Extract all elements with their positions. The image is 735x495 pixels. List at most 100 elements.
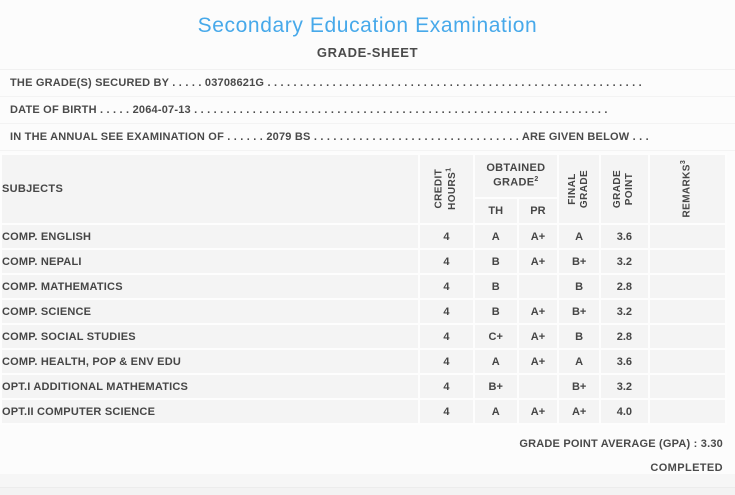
credit-hours-cell: 4 [420, 400, 473, 423]
subject-cell: COMP. SOCIAL STUDIES [2, 325, 419, 348]
final-grade-cell: A+ [559, 400, 600, 423]
grade-point-cell: 3.2 [601, 250, 648, 273]
th-grade-cell: A [474, 350, 517, 373]
remarks-cell [649, 275, 725, 298]
header-th: TH [474, 199, 517, 223]
th-grade-cell: B [474, 300, 517, 323]
credit-hours-line2: HOURS [447, 172, 459, 211]
info-suffix: ARE GIVEN BELOW . . . [521, 131, 649, 143]
th-grade-cell: B [474, 275, 517, 298]
grade-point-cell: 2.8 [601, 325, 648, 348]
grade-point-cell: 3.6 [601, 350, 648, 373]
final-grade-rotated-label: FINAL GRADE [567, 170, 591, 208]
grade-point-cell: 4.0 [601, 400, 648, 423]
candidate-info: THE GRADE(S) SECURED BY . . . . . 037086… [0, 69, 735, 151]
symbol-number-value: 03708621G [204, 77, 265, 89]
final-grade-line2: GRADE [579, 169, 591, 209]
credit-hours-footnote: 1 [445, 167, 453, 173]
remarks-cell [649, 250, 725, 273]
subject-cell: COMP. NEPALI [2, 250, 419, 273]
dotted-fill: . . . . . . . . . . . . . . . . . . . . … [194, 104, 608, 116]
final-grade-cell: B [559, 325, 600, 348]
th-grade-cell: B+ [474, 375, 517, 398]
final-grade-cell: B+ [559, 300, 600, 323]
header-final-grade: FINAL GRADE [559, 155, 600, 223]
remarks-cell [649, 350, 725, 373]
credit-hours-cell: 4 [420, 350, 473, 373]
subject-cell: COMP. SCIENCE [2, 300, 419, 323]
table-row: COMP. NEPALI 4 B A+ B+ 3.2 [2, 250, 725, 273]
pr-grade-cell: A+ [518, 400, 558, 423]
th-grade-cell: A [474, 225, 517, 248]
table-header-row: SUBJECTS CREDIT HOURS1 OBTAINED GRADE2 F… [2, 155, 725, 223]
dotted-fill: . . . . . [172, 77, 202, 89]
subject-cell: COMP. ENGLISH [2, 225, 419, 248]
gpa-value: 3.30 [700, 438, 723, 450]
page-subtitle: GRADE-SHEET [316, 45, 419, 60]
credit-hours-cell: 4 [420, 250, 473, 273]
table-subheader-row: TH PR [2, 199, 725, 223]
pr-grade-cell [518, 275, 558, 298]
table-row: OPT.I ADDITIONAL MATHEMATICS 4 B+ B+ 3.2 [2, 375, 725, 398]
subject-cell: COMP. MATHEMATICS [2, 275, 419, 298]
credit-hours-cell: 4 [420, 300, 473, 323]
remarks-footnote: 3 [680, 160, 688, 165]
remarks-cell [649, 325, 725, 348]
pr-grade-cell [518, 375, 558, 398]
pr-grade-cell: A+ [518, 325, 558, 348]
header-credit-hours: CREDIT HOURS1 [420, 155, 473, 223]
credit-hours-line1: CREDIT [433, 169, 445, 209]
header-pr: PR [518, 199, 558, 223]
pr-grade-cell: A+ [518, 250, 558, 273]
pr-grade-cell: A+ [518, 225, 558, 248]
header-grade-point: GRADE POINT [601, 155, 648, 223]
dotted-fill: . . . . . . [227, 131, 264, 143]
table-row: COMP. SOCIAL STUDIES 4 C+ A+ B 2.8 [2, 325, 725, 348]
obtained-grade-line2: GRADE [493, 176, 535, 189]
remarks-cell [649, 375, 725, 398]
final-grade-cell: A [559, 225, 600, 248]
final-grade-cell: A [559, 350, 600, 373]
info-label: DATE OF BIRTH [10, 104, 97, 116]
subject-cell: OPT.II COMPUTER SCIENCE [2, 400, 419, 423]
remarks-cell [649, 400, 725, 423]
gpa-summary: GRADE POINT AVERAGE (GPA) : 3.30 [0, 438, 735, 450]
grade-point-line2: POINT [624, 172, 636, 206]
pr-grade-cell: A+ [518, 350, 558, 373]
credit-hours-cell: 4 [420, 325, 473, 348]
gpa-label: GRADE POINT AVERAGE (GPA) : [519, 438, 698, 450]
final-grade-cell: B [559, 275, 600, 298]
pr-grade-cell: A+ [518, 300, 558, 323]
obtained-grade-footnote: 2 [534, 175, 539, 183]
subject-cell: OPT.I ADDITIONAL MATHEMATICS [2, 375, 419, 398]
page-header: Secondary Education Examination GRADE-SH… [0, 1, 735, 60]
info-line-grades-secured-by: THE GRADE(S) SECURED BY . . . . . 037086… [0, 70, 735, 97]
credit-hours-rotated-label: CREDIT HOURS1 [434, 168, 459, 210]
info-line-examination-year: IN THE ANNUAL SEE EXAMINATION OF . . . .… [0, 124, 735, 151]
table-row: COMP. MATHEMATICS 4 B B 2.8 [2, 275, 725, 298]
credit-hours-cell: 4 [420, 275, 473, 298]
dotted-fill: . . . . . [100, 104, 130, 116]
grade-sheet-page: Secondary Education Examination GRADE-SH… [0, 1, 735, 474]
th-grade-cell: A [474, 400, 517, 423]
dotted-fill: . . . . . . . . . . . . . . . . . . . . … [313, 131, 519, 143]
info-label: THE GRADE(S) SECURED BY [10, 77, 170, 89]
header-remarks: REMARKS3 [649, 155, 725, 223]
grade-point-cell: 3.2 [601, 375, 648, 398]
header-obtained-grade: OBTAINED GRADE2 [474, 155, 558, 197]
info-label: IN THE ANNUAL SEE EXAMINATION OF [10, 131, 224, 143]
grade-point-line1: GRADE [612, 169, 624, 209]
table-row: COMP. ENGLISH 4 A A+ A 3.6 [2, 225, 725, 248]
final-grade-line1: FINAL [567, 173, 579, 205]
bottom-divider [0, 487, 735, 495]
final-grade-cell: B+ [559, 375, 600, 398]
grade-point-cell: 3.2 [601, 300, 648, 323]
result-status: COMPLETED [650, 462, 723, 474]
th-grade-cell: B [474, 250, 517, 273]
info-line-date-of-birth: DATE OF BIRTH . . . . . 2064-07-13 . . .… [0, 97, 735, 124]
credit-hours-cell: 4 [420, 375, 473, 398]
remarks-cell [649, 300, 725, 323]
obtained-grade-line1: OBTAINED [486, 161, 546, 174]
table-row: OPT.II COMPUTER SCIENCE 4 A A+ A+ 4.0 [2, 400, 725, 423]
remarks-cell [649, 225, 725, 248]
